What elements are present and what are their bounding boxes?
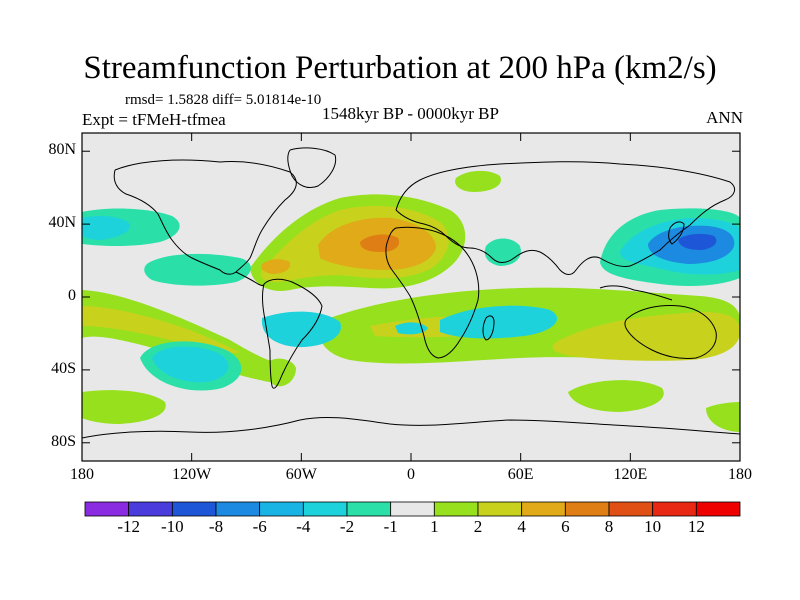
colorbar-tick-label: 2 — [473, 517, 483, 536]
colorbar-swatch — [564, 501, 610, 517]
colorbar-tick-label: -2 — [339, 517, 355, 536]
contour-cyan-indian-ocean — [440, 305, 558, 339]
colorbar-swatch — [346, 501, 392, 517]
colorbar-tick-label: 10 — [644, 517, 662, 536]
lat-tick-label: 40S — [51, 359, 76, 377]
colorbar-tick-label: -12 — [117, 517, 140, 536]
coastline-central-america — [235, 271, 265, 286]
contour-darkblue-nw-pacific — [678, 233, 717, 250]
colorbar-tick-label: 1 — [430, 517, 439, 536]
contour-cyan-south-america — [261, 311, 341, 348]
lon-tick-label: 0 — [407, 466, 415, 483]
lat-tick-label: 40N — [48, 214, 76, 232]
colorbar-swatch — [84, 501, 130, 517]
lon-tick-label: 180 — [70, 466, 94, 483]
contour-fill-layer — [82, 170, 740, 432]
colorbar-swatch — [695, 501, 741, 517]
colorbar — [84, 501, 741, 517]
lon-tick-label: 180 — [728, 466, 752, 483]
colorbar-tick-label: 8 — [604, 517, 614, 536]
colorbar-tick-label: -1 — [383, 517, 398, 536]
time-period-label: 1548kyr BP - 0000kyr BP — [322, 104, 499, 123]
contour-red-sahara — [360, 234, 400, 252]
colorbar-swatch — [215, 501, 261, 517]
colorbar-tick-label: 12 — [687, 517, 705, 536]
lat-tick-label: 80N — [48, 141, 76, 159]
colorbar-tick-label: -4 — [296, 517, 311, 536]
colorbar-swatch — [302, 501, 348, 517]
coastline-japan — [668, 221, 685, 245]
colorbar-swatch — [652, 501, 697, 517]
coastline-greenland — [287, 147, 337, 189]
colorbar-tick-label: -10 — [160, 517, 184, 536]
colorbar-swatch — [390, 501, 435, 517]
colorbar-swatch — [433, 501, 479, 517]
plot-title: Streamfunction Perturbation at 200 hPa (… — [83, 50, 717, 86]
coastline-africa — [385, 226, 480, 359]
coastline-indonesia — [599, 285, 673, 301]
contour-green-mexico — [144, 253, 251, 286]
lat-tick-label: 0 — [68, 287, 76, 304]
colorbar-swatch — [521, 501, 566, 517]
season-label: ANN — [706, 108, 743, 127]
colorbar-tick-label: -6 — [252, 517, 267, 536]
colorbar-swatch — [259, 501, 304, 517]
coastline-north-america — [113, 159, 297, 275]
contour-green-southern-ocean-west — [82, 390, 166, 424]
colorbar-tick-label: -8 — [208, 517, 224, 536]
contour-green-southern-ocean-indian — [568, 380, 664, 412]
colorbar-swatch — [608, 501, 654, 517]
coastlines — [82, 147, 740, 439]
colorbar-tick-label: 4 — [517, 517, 526, 536]
coastline-australia — [624, 305, 717, 359]
lon-tick-label: 120W — [172, 466, 212, 483]
coastline-antarctica — [82, 416, 740, 439]
contour-yellow-australia — [552, 312, 740, 361]
contour-yellow-caribbean — [261, 259, 291, 274]
contour-cyan-south-pacific-gyre — [152, 346, 229, 383]
lon-tick-marks — [81, 133, 741, 461]
lon-tick-label: 60W — [285, 466, 317, 483]
coastline-eurasia — [395, 161, 736, 275]
colorbar-swatch — [171, 501, 217, 517]
colorbar-swatch — [477, 501, 523, 517]
contour-green-chile — [266, 358, 296, 387]
lat-tick-marks — [82, 150, 740, 444]
rmsd-diff-stats: rmsd= 1.5828 diff= 5.01814e-10 — [125, 92, 322, 108]
colorbar-swatch — [128, 501, 173, 517]
coastline-south-america — [262, 278, 323, 389]
coastline-madagascar — [482, 315, 495, 341]
colorbar-tick-label: 6 — [561, 517, 570, 536]
experiment-label: Expt = tFMeH-tfmea — [82, 110, 226, 129]
contour-green-southern-ocean-east — [706, 402, 740, 432]
contour-cyan-north-pacific — [82, 216, 131, 240]
lon-tick-label: 60E — [507, 466, 534, 483]
contour-yellow-south-pacific — [82, 306, 240, 354]
contour-green-russia — [455, 170, 501, 192]
lon-tick-label: 120E — [613, 466, 648, 483]
contour-cyan-south-atlantic — [395, 322, 428, 335]
lat-tick-label: 80S — [51, 432, 76, 450]
